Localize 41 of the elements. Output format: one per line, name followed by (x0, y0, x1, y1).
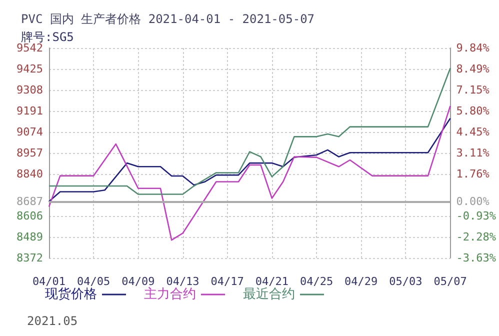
y2-tick-label: -3.63% (456, 252, 496, 264)
line-series (48, 68, 451, 195)
x-tick-label: 04/25 (300, 275, 334, 288)
y2-tick-label: 8.49% (456, 62, 490, 76)
y-tick-label: 9542 (16, 42, 43, 54)
y-tick-label: 9308 (16, 84, 43, 96)
chart-title: PVC 国内 生产者价格 2021-04-01 - 2021-05-07 (21, 12, 315, 26)
x-tick-label: 04/17 (210, 275, 244, 288)
y-tick-label: 8840 (16, 168, 43, 180)
line-series (48, 118, 451, 202)
y-tick-label: 8606 (16, 210, 43, 222)
x-tick-label: 04/13 (166, 275, 200, 288)
y2-tick-label: 0.00% (456, 194, 490, 208)
line-series (48, 105, 451, 241)
y2-tick-label: 3.11% (456, 146, 490, 160)
x-tick-label: 04/09 (122, 275, 155, 288)
y2-tick-label: 1.76% (456, 167, 490, 180)
y-tick-label: 8687 (16, 194, 43, 208)
text: 2021.05 (27, 314, 78, 328)
x-tick-label: 05/03 (389, 275, 422, 288)
y-tick-label: 8372 (16, 252, 43, 264)
chart-subtitle: 牌号:SG5 (21, 30, 74, 44)
x-tick-label: 04/29 (344, 275, 378, 288)
y-tick-label: 9191 (16, 104, 43, 118)
y2-tick-label: 4.45% (456, 126, 490, 139)
x-tick-label: 04/01 (32, 275, 66, 288)
x-tick-label: 05/07 (434, 275, 467, 288)
y-tick-label: 9074 (16, 126, 44, 138)
legend-label: 主力合约 (144, 286, 196, 302)
y-tick-label: 9425 (16, 62, 43, 76)
y2-tick-label: -2.28% (456, 230, 496, 244)
y2-tick-label: 7.15% (456, 83, 490, 96)
y-tick-label: 8489 (16, 230, 43, 244)
y-tick-label: 8957 (16, 146, 43, 160)
x-tick-label: 04/21 (255, 275, 288, 288)
x-tick-label: 04/05 (77, 275, 110, 288)
y2-tick-label: 9.84% (456, 42, 490, 54)
y2-tick-label: 5.80% (456, 104, 490, 118)
legend-label: 现货价格 (45, 287, 97, 302)
y2-tick-label: -0.93% (456, 209, 496, 222)
legend-label: 最近合约 (243, 287, 295, 302)
